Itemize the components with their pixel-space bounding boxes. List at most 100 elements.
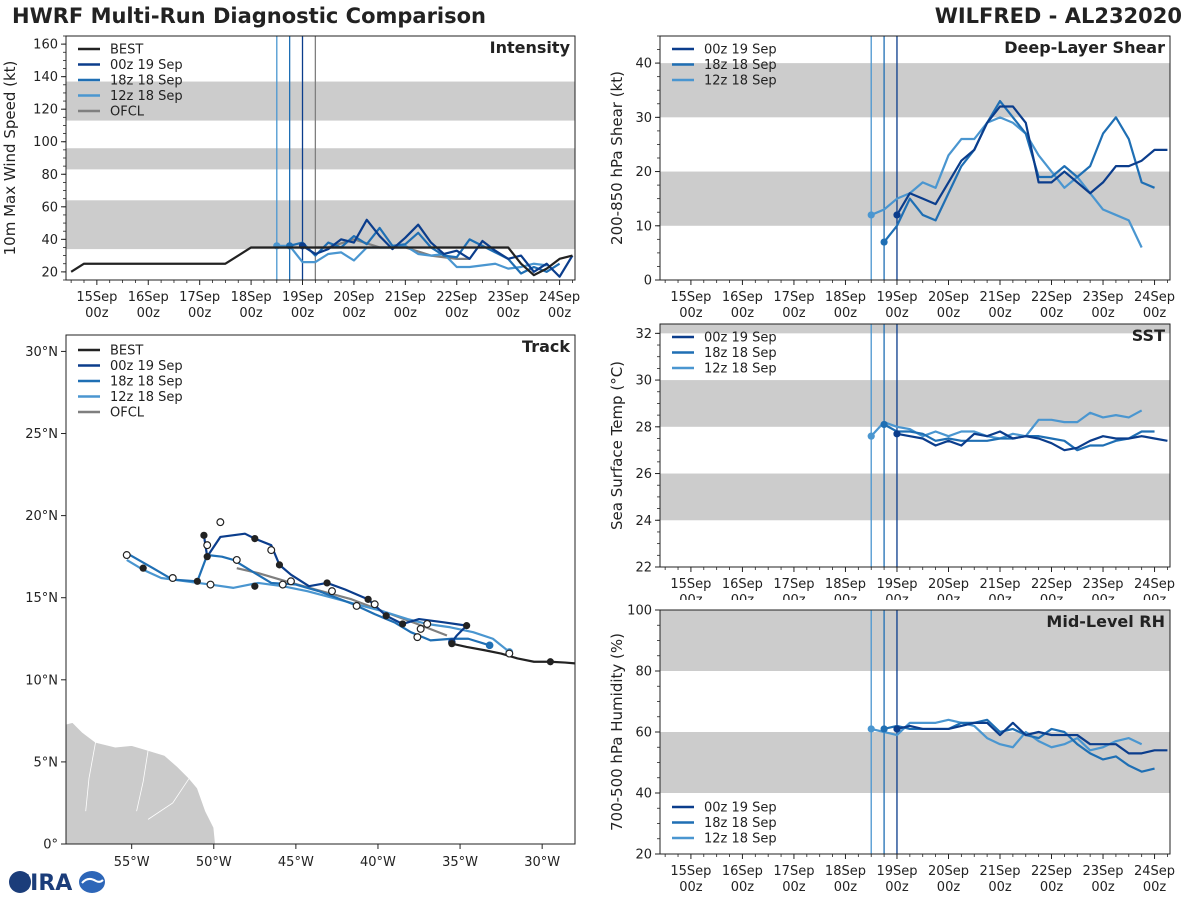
page-title: HWRF Multi-Run Diagnostic Comparison bbox=[12, 4, 487, 28]
sst-ytick-label: 30 bbox=[635, 374, 652, 389]
shear-xtick-label: 19Sep bbox=[876, 290, 917, 305]
track-legend-label-ofcl: OFCL bbox=[110, 406, 145, 421]
track-position-marker bbox=[398, 620, 407, 628]
intensity-ytick-label: 60 bbox=[41, 200, 58, 215]
sst-series-00z-19-sep bbox=[896, 430, 1168, 452]
rh-series-00z-19-sep bbox=[896, 721, 1168, 755]
sst-plot-area bbox=[660, 324, 1170, 567]
sst-init-marker-00z-19-sep bbox=[893, 430, 901, 438]
rh-ytick-label: 40 bbox=[635, 787, 652, 802]
shear-xtick-label: 17Sep bbox=[773, 290, 814, 305]
shear-xtick-label: 00z bbox=[1091, 306, 1115, 321]
track-ytick-label: 20°N bbox=[25, 509, 58, 524]
sst-xtick-label: 00z bbox=[834, 593, 858, 600]
track-xtick-label: 30°W bbox=[524, 855, 560, 868]
shear-series-00z-19-sep bbox=[896, 105, 1168, 216]
track-series-ofcl bbox=[236, 567, 448, 637]
track-position-marker bbox=[203, 541, 212, 550]
country-border bbox=[85, 742, 96, 812]
track-xtick-label: 40°W bbox=[360, 855, 396, 868]
rh-xtick-label: 18Sep bbox=[825, 864, 866, 879]
sst-xtick-label: 00z bbox=[782, 593, 806, 600]
intensity-ytick-label: 20 bbox=[41, 265, 58, 280]
track-position-marker bbox=[275, 561, 284, 569]
track-position-marker bbox=[122, 551, 131, 560]
track-position-marker bbox=[286, 577, 295, 586]
sst-xtick-label: 00z bbox=[988, 593, 1012, 600]
sst-ytick-label: 28 bbox=[635, 420, 652, 435]
track-frame bbox=[65, 334, 576, 845]
intensity-xtick-label: 17Sep bbox=[179, 290, 220, 305]
rh-xtick-label: 00z bbox=[937, 880, 961, 895]
intensity-xtick-label: 16Sep bbox=[128, 290, 169, 305]
sst-xtick-label: 00z bbox=[937, 593, 961, 600]
track-position-marker bbox=[139, 564, 147, 572]
intensity-xtick-label: 00z bbox=[291, 306, 315, 321]
shear-series-18z-18-sep bbox=[883, 99, 1155, 243]
sst-title: SST bbox=[1132, 326, 1165, 345]
rh-xtick-label: 00z bbox=[885, 880, 909, 895]
sst-xtick-label: 16Sep bbox=[722, 577, 763, 592]
intensity-band bbox=[66, 148, 575, 170]
track-position-marker bbox=[267, 546, 276, 555]
track-ytick-label: 15°N bbox=[25, 591, 58, 606]
shear-xtick-label: 21Sep bbox=[979, 290, 1020, 305]
intensity-xtick-label: 00z bbox=[496, 306, 520, 321]
rh-band bbox=[660, 610, 1170, 671]
track-xtick-label: 55°W bbox=[114, 855, 150, 868]
shear-xtick-label: 00z bbox=[1143, 306, 1167, 321]
sst-frame bbox=[659, 323, 1171, 568]
shear-xtick-label: 24Sep bbox=[1134, 290, 1175, 305]
south-america-land bbox=[66, 722, 216, 844]
track-legend-label-00z-19-sep: 00z 19 Sep bbox=[110, 359, 183, 374]
rh-xtick-label: 19Sep bbox=[876, 864, 917, 879]
sst-xtick-label: 24Sep bbox=[1134, 577, 1175, 592]
track-ytick-label: 5°N bbox=[34, 755, 59, 770]
track-ytick-label: 25°N bbox=[25, 427, 58, 442]
rh-xtick-label: 16Sep bbox=[722, 864, 763, 879]
sst-legend-label-00z-19-sep: 00z 19 Sep bbox=[704, 331, 777, 346]
rh-ytick-label: 20 bbox=[635, 848, 652, 863]
track-title: Track bbox=[522, 337, 570, 356]
shear-xtick-label: 00z bbox=[988, 306, 1012, 321]
intensity-xtick-label: 00z bbox=[188, 306, 212, 321]
shear-xtick-label: 00z bbox=[679, 306, 703, 321]
track-position-marker bbox=[352, 601, 361, 610]
sst-band bbox=[660, 473, 1170, 521]
shear-ytick-label: 30 bbox=[635, 111, 652, 126]
shear-ytick-label: 20 bbox=[635, 165, 652, 180]
track-position-marker bbox=[206, 580, 215, 589]
track-position-marker bbox=[423, 619, 432, 628]
shear-band bbox=[660, 63, 1170, 118]
rh-xtick-label: 00z bbox=[782, 880, 806, 895]
track-position-marker bbox=[278, 580, 287, 589]
track-start-18z-18-sep bbox=[485, 641, 494, 650]
track-position-marker bbox=[416, 624, 425, 633]
storm-title: WILFRED - AL232020 bbox=[934, 4, 1182, 28]
rh-init-marker-18z-18-sep bbox=[880, 725, 888, 733]
rh-ytick-label: 80 bbox=[635, 665, 652, 680]
track-position-marker bbox=[546, 658, 554, 666]
cira-logo: CIRA bbox=[9, 871, 105, 896]
sst-band bbox=[660, 380, 1170, 427]
shear-init-marker-00z-19-sep bbox=[893, 211, 901, 219]
track-position-marker bbox=[232, 555, 241, 564]
intensity-xtick-label: 18Sep bbox=[231, 290, 272, 305]
track-position-marker bbox=[327, 587, 336, 596]
shear-xtick-label: 18Sep bbox=[825, 290, 866, 305]
sst-ytick-label: 26 bbox=[635, 467, 652, 482]
track-position-marker bbox=[323, 579, 331, 587]
sst-xtick-label: 17Sep bbox=[773, 577, 814, 592]
logo-globe-icon bbox=[9, 871, 31, 893]
shear-ytick-label: 40 bbox=[635, 57, 652, 72]
track-xtick-label: 45°W bbox=[278, 855, 314, 868]
sst-xtick-label: 20Sep bbox=[928, 577, 969, 592]
rh-plot-area bbox=[660, 610, 1170, 854]
track-position-marker bbox=[413, 633, 422, 642]
track-position-marker bbox=[200, 531, 208, 539]
rh-xtick-label: 00z bbox=[679, 880, 703, 895]
intensity-xtick-label: 00z bbox=[85, 306, 109, 321]
rh-xtick-label: 17Sep bbox=[773, 864, 814, 879]
rh-xtick-label: 00z bbox=[834, 880, 858, 895]
